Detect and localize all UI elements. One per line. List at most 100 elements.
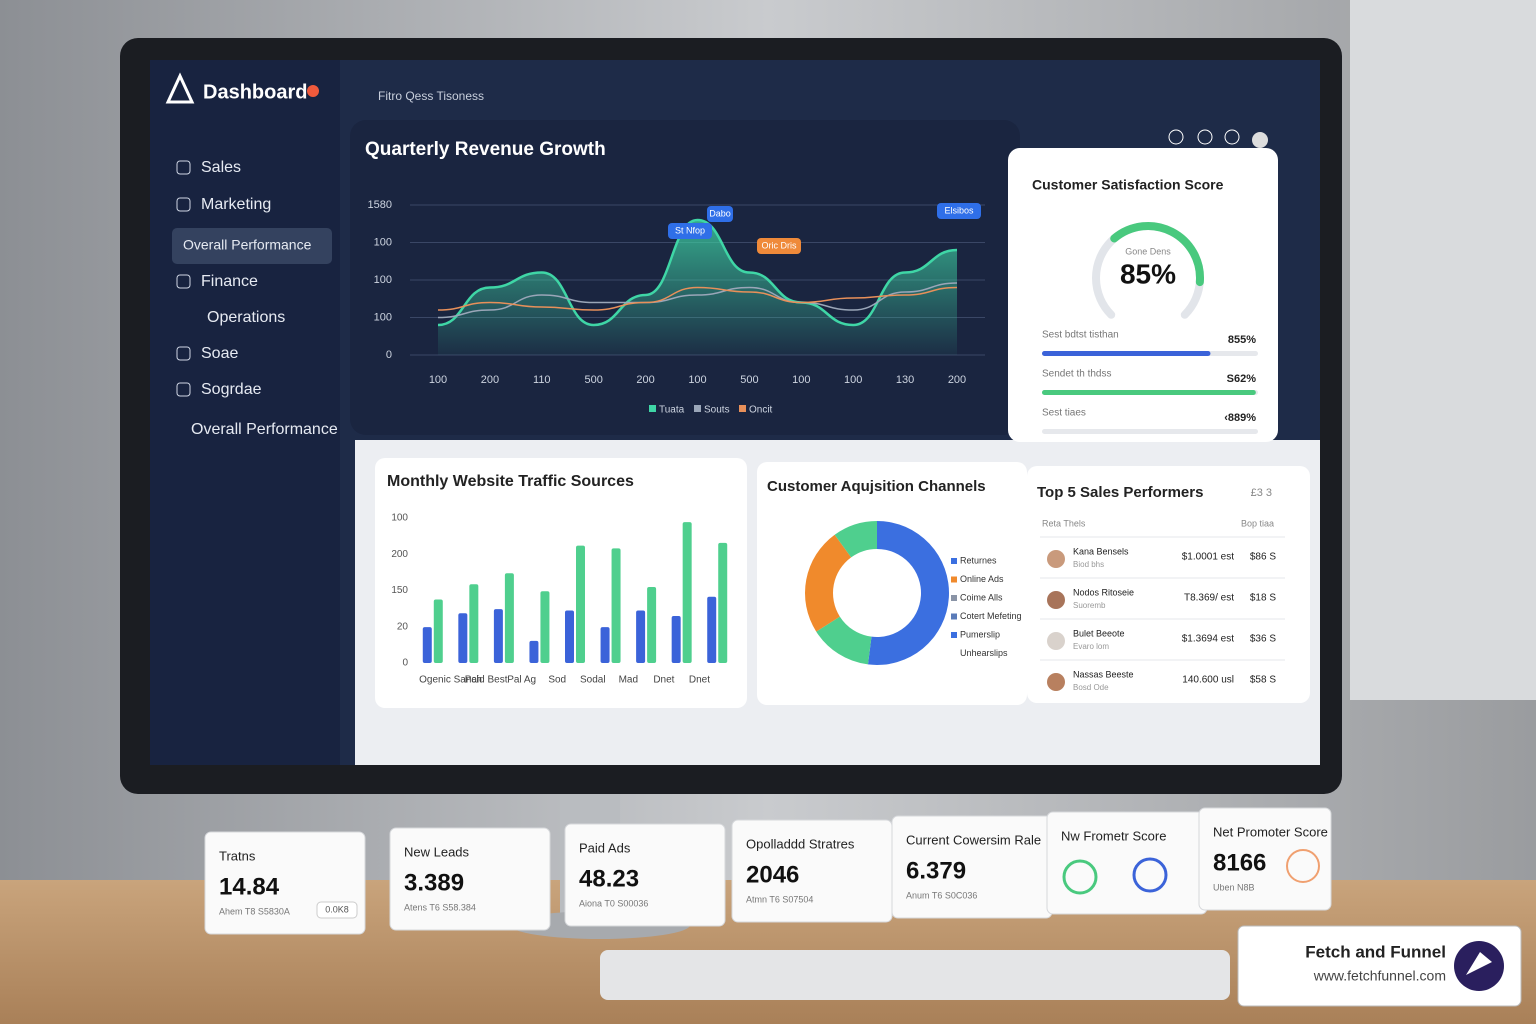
kpi-value: 48.23: [579, 865, 639, 892]
icon[interactable]: [1168, 129, 1184, 145]
icon[interactable]: [1197, 129, 1213, 145]
nav-item[interactable]: Overall Performance: [183, 237, 312, 253]
x-tick-label: Dnet: [689, 675, 710, 686]
annotation: Oric Dris: [762, 240, 797, 250]
nav-item[interactable]: Operations: [207, 309, 285, 326]
y-tick-label: 200: [391, 549, 408, 560]
satisfaction-card: [1008, 148, 1278, 442]
nav-item[interactable]: Overall Performance: [191, 421, 338, 438]
bar: [458, 613, 468, 663]
app-title: Dashboard: [203, 81, 307, 103]
performer-role: Evaro lom: [1073, 642, 1109, 651]
progress-fill: [1042, 351, 1211, 356]
nav-item[interactable]: Sogrdae: [201, 381, 262, 398]
bar: [611, 548, 621, 663]
icon[interactable]: [1224, 129, 1240, 145]
active-item: [172, 228, 332, 264]
annotation-bg: [937, 203, 981, 219]
performer-sales: 140.600 usl: [1182, 675, 1234, 686]
kpi-sub: Atens T6 S58.384: [404, 902, 476, 912]
x-tick-label: Sodal: [580, 675, 606, 686]
performer-name: Bulet Beeote: [1073, 628, 1125, 638]
card-title: Top 5 Sales Performers: [1037, 484, 1203, 501]
line: [437, 286, 958, 311]
donut-segment: [867, 521, 950, 665]
x-tick-label: 110: [533, 374, 551, 386]
legend-swatch: [739, 405, 746, 412]
kpi-card: [1198, 807, 1332, 911]
metric-label: Sest bdtst tisthan: [1042, 330, 1119, 341]
nav-item[interactable]: Finance: [201, 273, 258, 290]
performer-name: Nassas Beeste: [1073, 669, 1134, 679]
bar: [647, 587, 657, 663]
x-tick-label: Mad: [619, 675, 638, 686]
kpi-icon: [1132, 857, 1168, 893]
metric-label: Sendet th thdss: [1042, 369, 1112, 380]
avatar: [1047, 673, 1065, 691]
progress-fill: [1042, 390, 1256, 395]
annotation: Dabo: [709, 208, 731, 218]
performer-name: Kana Bensels: [1073, 546, 1129, 556]
avatar[interactable]: [1252, 132, 1268, 148]
keyboard: [600, 950, 1230, 1000]
line: [437, 282, 958, 319]
y-tick-label: 0: [386, 349, 392, 361]
chart-title: Customer Aqujsition Channels: [767, 478, 986, 495]
metric-value: S62%: [1227, 373, 1257, 385]
gauge-label: Gone Dens: [1125, 246, 1171, 256]
kpi-card: [389, 827, 551, 931]
donut-segment: [834, 521, 877, 558]
legend-label: Oncit: [749, 405, 773, 416]
kpi-value: 2046: [746, 861, 799, 888]
x-tick-label: Ogenic Sanch: [419, 675, 482, 686]
bar: [707, 596, 717, 663]
kpi-icon: [1286, 849, 1320, 883]
nav-item[interactable]: Soae: [201, 345, 238, 362]
nav-item[interactable]: Sales: [201, 159, 241, 176]
bar: [576, 545, 585, 663]
column-header: Bop tiaa: [1241, 518, 1274, 528]
y-tick-label: 100: [374, 311, 392, 323]
legend-label: Souts: [704, 405, 730, 416]
y-tick-label: 20: [397, 621, 409, 632]
x-tick-label: 200: [481, 374, 499, 386]
nav-icon: [176, 274, 191, 289]
bar: [504, 573, 514, 663]
chart-title: Quarterly Revenue Growth: [365, 139, 606, 160]
gauge-value: 85%: [1120, 258, 1176, 289]
legend-swatch: [951, 595, 957, 601]
legend-swatch: [951, 558, 957, 564]
legend-label: Tuata: [659, 405, 685, 416]
kpi-title: Opolladdd Stratres: [746, 836, 855, 851]
x-tick-label: 130: [896, 374, 914, 386]
kpi-title: New Leads: [404, 844, 470, 859]
nav-icon: [176, 197, 191, 212]
kpi-icon: [1062, 859, 1098, 895]
kpi-value: 3.389: [404, 869, 464, 896]
nav-item[interactable]: Marketing: [201, 196, 271, 213]
bar: [636, 610, 646, 663]
legend-swatch: [951, 650, 957, 657]
kpi-title: Current Cowersim Rale: [906, 832, 1041, 847]
legend-swatch: [951, 613, 957, 620]
legend-label: Online Ads: [960, 574, 1004, 584]
y-tick-label: 1580: [368, 199, 392, 211]
performer-score: $18 S: [1250, 593, 1276, 604]
metric-value: 855%: [1228, 334, 1256, 346]
legend-label: Unhearslips: [960, 648, 1008, 658]
kpi-sub: Ahem T8 S5830A: [219, 906, 290, 916]
card-menu[interactable]: £3 3: [1251, 487, 1272, 499]
brand-box: [1237, 925, 1522, 1007]
nav-icon: [176, 160, 191, 175]
performer-sales: $1.3694 est: [1182, 634, 1234, 645]
metric-value: ‹889%: [1224, 412, 1256, 424]
kpi-title: Nw Frometr Score: [1061, 828, 1166, 843]
x-tick-label: Pal Ag: [507, 675, 536, 686]
acquisition-card: [757, 462, 1027, 705]
performer-sales: $1.0001 est: [1182, 552, 1234, 563]
bar: [565, 610, 574, 663]
column-header: Reta Thels: [1042, 518, 1086, 528]
x-tick-label: Dnet: [653, 675, 674, 686]
kpi-value: 14.84: [219, 873, 280, 900]
